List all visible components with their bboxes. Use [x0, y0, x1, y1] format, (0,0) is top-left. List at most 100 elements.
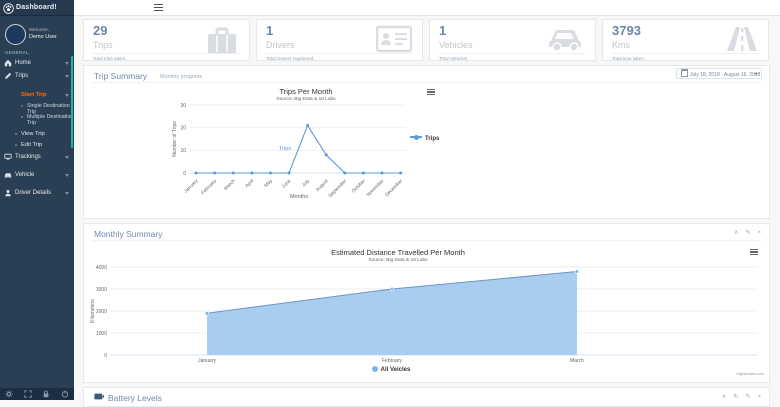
data-point	[361, 171, 365, 175]
stat-value: 1	[439, 23, 447, 38]
chevron-down-icon	[65, 93, 69, 97]
date-range-picker[interactable]: July 18, 2018 - August 16, 2018	[676, 68, 762, 79]
sidebar-item-home[interactable]: Home	[0, 56, 74, 69]
divider	[92, 82, 761, 83]
sidebar-footer	[0, 388, 74, 400]
data-point	[306, 123, 310, 127]
sidebar-item-trackings[interactable]: Trackings	[0, 150, 74, 163]
caret-down-icon	[754, 73, 758, 75]
y-tick-label: 30	[180, 103, 186, 109]
user-icon	[5, 190, 11, 197]
y-axis-title: Kilometers	[90, 299, 96, 323]
power-icon[interactable]	[61, 390, 69, 398]
sidebar-item-driver-details[interactable]: Driver Details	[0, 186, 74, 199]
data-point	[324, 153, 328, 157]
x-tick-label: October	[350, 178, 367, 195]
car-icon	[4, 173, 12, 179]
area-fill	[207, 271, 577, 355]
nav-section-label: GENERAL	[5, 50, 30, 55]
stat-sublabel: Total Drivers registered.	[266, 53, 413, 61]
y-tick-label: 20	[180, 125, 186, 131]
sidebar-item-multiple-destination-trip[interactable]: Multiple Destination Trip	[0, 110, 74, 126]
sidebar-item-single-destination-trip[interactable]: Single Destination Trip	[0, 99, 74, 115]
y-axis-title: Number of Trips	[172, 121, 178, 157]
data-point	[389, 286, 395, 292]
stat-label: Vehicles	[439, 40, 473, 50]
close-icon[interactable]: ×	[757, 394, 761, 400]
refresh-icon[interactable]: ↻	[733, 394, 739, 400]
sidebar-item-start-trip[interactable]: Start Trip	[0, 88, 74, 101]
sidebar-item-view-trip[interactable]: View Trip	[0, 127, 74, 140]
chart-export-menu-icon[interactable]	[427, 89, 435, 96]
panel-toolbar: ∧ ↻ ✎ ×	[715, 393, 761, 400]
chart-legend[interactable]: All Veicles	[346, 366, 436, 373]
stat-label: Drivers	[266, 40, 295, 50]
lock-icon[interactable]	[42, 390, 50, 398]
chart-export-menu-icon[interactable]	[750, 249, 758, 256]
monthly-summary-panel: Monthly Summary ∧ ✎ × Estimated Distance T…	[83, 223, 770, 383]
x-tick-label: January	[183, 178, 200, 195]
stat-sublabel: Total kms taken.	[612, 53, 759, 61]
stat-value: 29	[93, 23, 108, 38]
road-icon	[727, 27, 757, 51]
y-tick-label: 10	[180, 148, 186, 154]
data-point	[231, 171, 235, 175]
legend-marker	[410, 134, 422, 140]
chevron-down-icon	[65, 173, 69, 177]
bullet-icon	[15, 133, 17, 135]
stat-card-drivers: 1 Drivers Total Drivers registered.	[256, 19, 423, 61]
sidebar-item-vehicle[interactable]: Vehicle	[0, 168, 74, 181]
x-tick-label: April	[244, 178, 255, 189]
battery-levels-panel: Battery Levels ∧ ↻ ✎ ×	[83, 387, 770, 407]
trips-per-month-chart: 0 10 20 30 January February March April May June J…	[172, 103, 406, 200]
sidebar-item-trips[interactable]: Trips	[0, 69, 74, 82]
fullscreen-icon[interactable]	[24, 390, 32, 398]
wrench-icon[interactable]: ✎	[745, 394, 751, 400]
data-point	[250, 171, 254, 175]
data-point	[204, 311, 210, 316]
panel-title: Monthly Summary	[94, 229, 163, 239]
y-tick-label: 4000	[96, 265, 107, 271]
stat-sublabel: Total Vehicles.	[439, 53, 586, 61]
data-point	[343, 171, 347, 175]
chart-subtitle: Source: Big Data & Iot Labs	[368, 258, 428, 263]
x-tick-label: December	[384, 178, 404, 198]
chart-legend[interactable]: Trips	[410, 134, 439, 142]
legend-marker	[371, 366, 378, 372]
app-title: Dashboard!	[16, 4, 57, 11]
sidebar-item-edit-trip[interactable]: Edit Trip	[0, 138, 74, 151]
wrench-icon[interactable]: ✎	[745, 230, 751, 236]
data-point	[399, 171, 403, 175]
data-point	[287, 171, 291, 175]
sidebar: Dashboard! Welcome, Demo User GENERAL Ho…	[0, 0, 74, 400]
sidebar-avatar[interactable]	[5, 24, 26, 45]
chevron-down-icon	[65, 61, 69, 65]
x-axis-title: Months	[290, 194, 308, 200]
chevron-down-icon	[65, 191, 69, 195]
stat-label: Kms	[612, 40, 630, 50]
x-tick-label: March	[223, 178, 237, 192]
welcome-text: Welcome,	[29, 27, 49, 32]
chevron-down-icon	[65, 74, 69, 78]
chart-credits[interactable]: Highcharts.com	[736, 371, 764, 376]
collapse-icon[interactable]: ∧	[722, 394, 727, 400]
sidebar-scrollbar[interactable]	[70, 56, 73, 148]
y-tick-label: 2000	[96, 309, 107, 315]
x-tick-label: July	[301, 178, 312, 189]
battery-icon	[94, 393, 104, 400]
trip-summary-panel: Trip Summary Monthly progress July 18, 2…	[83, 65, 770, 219]
car-icon	[549, 30, 581, 52]
settings-icon[interactable]	[5, 390, 13, 398]
collapse-icon[interactable]: ∧	[734, 230, 739, 236]
briefcase-icon	[208, 27, 236, 53]
brand-header[interactable]: Dashboard!	[0, 0, 74, 16]
stat-value: 3793	[612, 23, 641, 38]
series-inline-label: Trips	[278, 146, 292, 152]
x-tick-label: September	[327, 178, 348, 199]
panel-toolbar: ∧ ✎ ×	[727, 229, 761, 236]
pencil-icon	[5, 72, 12, 79]
hamburger-icon[interactable]	[154, 4, 163, 12]
close-icon[interactable]: ×	[757, 230, 761, 236]
data-point	[194, 171, 198, 175]
bullet-icon	[21, 116, 23, 118]
